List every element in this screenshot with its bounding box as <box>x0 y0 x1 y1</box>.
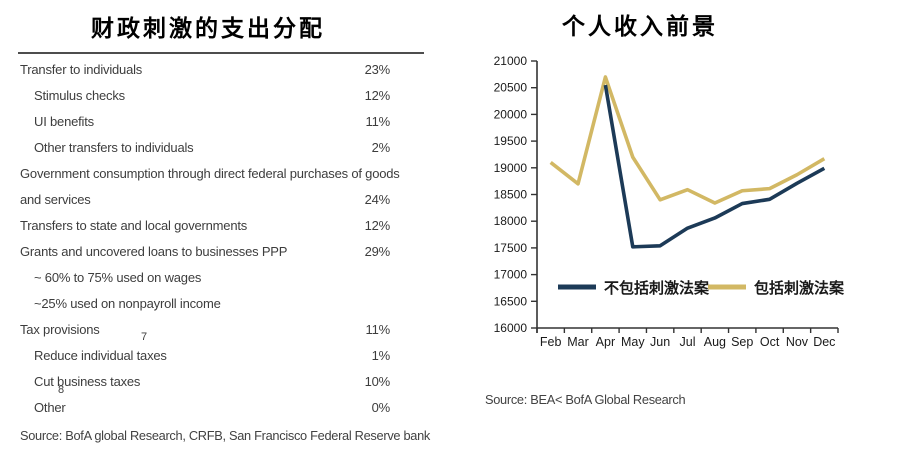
y-tick-label: 20000 <box>494 107 528 121</box>
row-label: Tax provisions <box>20 322 100 337</box>
y-tick-label: 18500 <box>494 188 528 202</box>
right-chart-title: 个人收入前景 <box>562 13 718 39</box>
table-row: Cut business taxes 10% <box>20 369 432 395</box>
y-tick-label: 21000 <box>494 54 528 68</box>
x-tick-label: Apr <box>596 335 615 349</box>
row-value: 12% <box>364 218 391 233</box>
row-label: Government consumption through direct fe… <box>20 166 400 207</box>
row-label: ~25% used on nonpayroll income <box>34 296 221 311</box>
row-label: Reduce individual taxes <box>34 348 167 363</box>
right-source-note: Source: BEA< BofA Global Research <box>485 392 686 407</box>
row-value: 23% <box>364 62 391 77</box>
x-tick-label: Dec <box>813 335 835 349</box>
spending-table: Transfer to individuals 23% Stimulus check… <box>20 57 432 421</box>
x-tick-label: Mar <box>567 335 589 349</box>
y-tick-label: 16500 <box>494 294 528 308</box>
x-tick-label: Sep <box>731 335 753 349</box>
x-tick-label: Oct <box>760 335 780 349</box>
row-label: Transfers to state and local governments <box>20 218 248 233</box>
row-value: 12% <box>364 88 391 103</box>
row-value: 24% <box>364 192 391 207</box>
income-outlook-panel: 个人收入前景 16000 16500 17000 17500 18000 18500 190… <box>450 0 900 473</box>
x-tick-label: Jul <box>680 335 696 349</box>
fiscal-stimulus-panel: 财政刺激的支出分配 Transfer to individuals 23% Stim… <box>18 15 432 443</box>
table-row: 8 Other 0% <box>20 385 432 421</box>
y-tick-label: 17500 <box>494 241 528 255</box>
income-chart: 16000 16500 17000 17500 18000 18500 19000 19500… <box>494 54 845 349</box>
row-value: 2% <box>371 140 391 155</box>
row-value: 11% <box>365 322 391 337</box>
y-tick-label: 17000 <box>494 268 528 282</box>
left-chart-title: 财政刺激的支出分配 <box>91 15 325 41</box>
row-value: 29% <box>364 244 391 259</box>
row-value: 11% <box>365 114 391 129</box>
x-tick-label: Aug <box>704 335 726 349</box>
row-label: Other transfers to individuals <box>34 140 194 155</box>
x-tick-label: Feb <box>540 335 562 349</box>
table-top-rule <box>18 52 424 54</box>
chart-legend: 不包括刺激法案 包括刺激法案 <box>558 279 845 297</box>
table-row: Transfer to individuals 23% <box>20 57 432 83</box>
y-tick-label: 16000 <box>494 321 528 335</box>
table-row: Tax provisions 11% <box>20 317 432 343</box>
row-label: Grants and uncovered loans to businesses… <box>20 244 288 259</box>
row-value: 1% <box>371 348 391 363</box>
row-value: 10% <box>364 374 391 389</box>
x-axis: Feb Mar Apr May Jun Jul Aug Sep Oct Nov Dec <box>536 327 839 349</box>
table-row: Government consumption through direct fe… <box>20 161 432 213</box>
row-label: Cut business taxes <box>34 374 141 389</box>
row-label: UI benefits <box>34 114 94 129</box>
footnote-digit: 8 <box>58 384 64 396</box>
y-axis: 16000 16500 17000 17500 18000 18500 19000 19500… <box>494 54 538 335</box>
row-label: Stimulus checks <box>34 88 125 103</box>
left-source-note: Source: BofA global Research, CRFB, San … <box>20 428 431 443</box>
row-label: Other <box>34 400 66 415</box>
table-row: UI benefits 11% <box>20 109 432 135</box>
x-tick-label: May <box>621 335 645 349</box>
y-tick-label: 18000 <box>494 214 528 228</box>
series-line <box>549 75 826 205</box>
x-tick-label: Jun <box>650 335 670 349</box>
x-tick-label: Nov <box>786 335 809 349</box>
y-tick-label: 19000 <box>494 161 528 175</box>
legend-label: 不包括刺激法案 <box>604 279 710 297</box>
footnote-digit: 7 <box>141 331 147 343</box>
y-tick-label: 20500 <box>494 81 528 95</box>
y-tick-label: 19500 <box>494 134 528 148</box>
table-row: Grants and uncovered loans to businesses… <box>20 239 432 265</box>
row-label: ~ 60% to 75% used on wages <box>34 270 202 285</box>
table-row: ~25% used on nonpayroll income <box>20 291 432 317</box>
table-row: ~ 60% to 75% used on wages <box>20 265 432 291</box>
table-row: Stimulus checks 12% <box>20 83 432 109</box>
series-line <box>603 84 826 249</box>
legend-label: 包括刺激法案 <box>754 279 845 297</box>
row-label: Transfer to individuals <box>20 62 143 77</box>
table-row: Transfers to state and local governments… <box>20 213 432 239</box>
row-value: 0% <box>371 400 391 415</box>
table-row: 7 Reduce individual taxes 1% <box>20 332 432 369</box>
table-row: Other transfers to individuals 2% <box>20 135 432 161</box>
